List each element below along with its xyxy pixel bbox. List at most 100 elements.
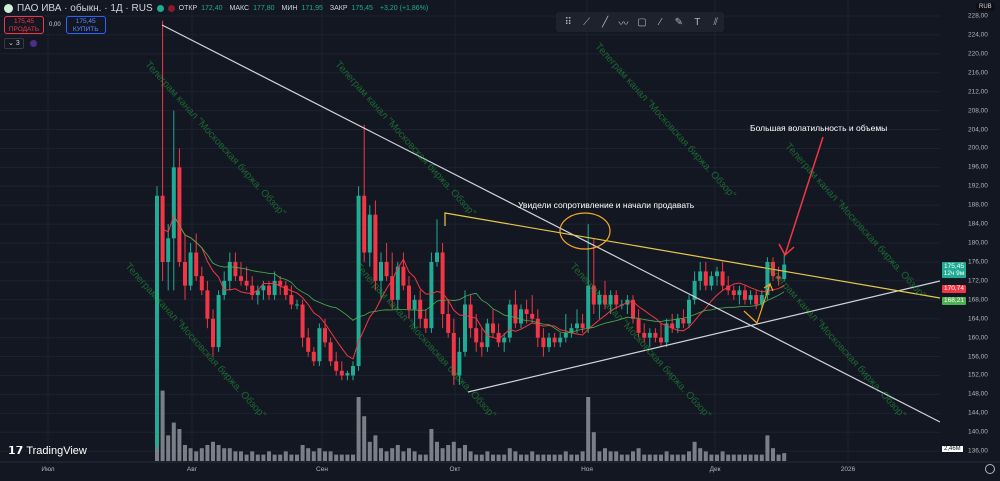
volume-bar	[754, 454, 759, 461]
volume-bar	[642, 454, 647, 461]
candle-body	[446, 313, 451, 333]
price-tick: 204,00	[968, 126, 988, 134]
symbol-title[interactable]: ПАО ИВА · обыкн. · 1Д · RUS	[17, 3, 153, 14]
ma-fast-tag: 170,74	[942, 285, 966, 293]
annotation-volatility[interactable]: Большая волатильность и объемы	[750, 123, 888, 133]
candle-body	[267, 285, 271, 296]
candle-body	[177, 167, 182, 262]
volume-bar	[334, 454, 339, 461]
sell-button[interactable]: 175,45 ПРОДАТЬ	[4, 16, 44, 34]
candle-body	[675, 318, 680, 329]
candle-body	[311, 351, 316, 362]
volume-bar	[698, 448, 703, 461]
resistance-line[interactable]	[444, 212, 941, 299]
candle-body	[737, 290, 742, 296]
candle-body	[188, 252, 193, 286]
volume-bar	[575, 454, 579, 461]
volume-bar	[731, 454, 736, 461]
candle-body	[720, 271, 725, 286]
resistance-circle[interactable]	[559, 212, 611, 250]
candle-body	[759, 295, 764, 305]
candle-body	[255, 290, 260, 296]
time-tick: Ноя	[581, 466, 593, 473]
red-arrow[interactable]	[778, 136, 824, 257]
currency-selector[interactable]: RUB	[976, 3, 995, 11]
volume-bar	[726, 454, 731, 461]
price-axis[interactable]: 228,00 224,00 220,00 216,00 212,00 208,00 204,…	[940, 0, 1000, 462]
volume-bar	[647, 454, 652, 461]
candle-body	[155, 195, 159, 447]
candle-body	[474, 328, 479, 343]
candle-body	[289, 295, 294, 305]
price-tick: 172,00	[968, 277, 988, 285]
time-tick: 2026	[840, 466, 856, 473]
path-icon[interactable]: 〰	[618, 18, 629, 30]
measure-icon[interactable]: ⫽	[713, 16, 718, 28]
candle-body	[183, 261, 187, 286]
price-tick: 184,00	[968, 220, 988, 228]
volume-bar	[703, 451, 708, 461]
price-tick: 140,00	[968, 428, 988, 436]
rectangle-icon[interactable]: ▢	[637, 16, 647, 28]
indicators-row: ⌄ 3	[4, 38, 37, 49]
candle-body	[429, 261, 434, 329]
volume-bar	[502, 454, 507, 461]
open-label: ОТКР	[178, 5, 198, 12]
tv-logo-icon: 𝟭𝟳	[8, 445, 24, 457]
volume-bar	[205, 445, 210, 461]
volume-bar	[614, 451, 619, 461]
settings-icon[interactable]	[985, 464, 995, 474]
annotation-resistance[interactable]: Увидели сопротивление и начали продавать	[518, 200, 695, 210]
volume-bar	[367, 441, 372, 461]
buy-label: КУПИТЬ	[72, 26, 99, 33]
candle-body	[519, 309, 523, 324]
volume-bar	[569, 454, 574, 461]
close-label: ЗАКР	[329, 5, 348, 12]
price-tick: 208,00	[968, 107, 988, 115]
candle-body	[171, 167, 176, 239]
spread: 0,00	[49, 22, 61, 28]
uptrend-line[interactable]	[467, 280, 941, 393]
volume-bar	[311, 451, 316, 461]
candle-body	[407, 285, 411, 310]
candle-body	[569, 328, 574, 333]
volume-bar	[429, 429, 434, 461]
tradingview-logo[interactable]: 𝟭𝟳 TradingView	[8, 444, 87, 458]
indicator-icon[interactable]	[29, 40, 37, 47]
volume-bar	[199, 448, 204, 461]
candle-body	[653, 332, 658, 338]
candle-body	[440, 252, 445, 314]
ray-icon[interactable]: ╱	[602, 16, 609, 28]
time-tick: Июл	[41, 466, 55, 473]
volume-bar	[748, 454, 753, 461]
volume-bar	[586, 397, 591, 461]
ma-fast-line	[162, 214, 785, 360]
candle-body	[647, 332, 652, 338]
candle-body	[227, 261, 232, 281]
downtrend-line[interactable]	[161, 24, 941, 423]
bar-countdown: 12ч 9м	[943, 270, 965, 277]
candle-body	[379, 261, 383, 281]
buy-button[interactable]: 175,45 КУПИТЬ	[65, 16, 106, 34]
highlighter-icon[interactable]: ⁄	[659, 16, 662, 28]
drag-handle-icon[interactable]: ⠿	[564, 16, 572, 28]
candle-body	[754, 295, 759, 305]
volume-bar	[552, 454, 557, 461]
candle-body	[580, 323, 585, 329]
volume-bar	[496, 454, 501, 461]
price-tick: 192,00	[968, 182, 988, 190]
volume-bar	[547, 454, 551, 461]
text-icon[interactable]: T	[694, 16, 701, 28]
change-value: +3,20 (+1,86%)	[379, 5, 429, 12]
trendline-icon[interactable]: ⟋	[583, 16, 591, 28]
volume-bar	[463, 445, 467, 461]
volume-bar	[535, 454, 540, 461]
candle-body	[166, 238, 171, 262]
orange-arrow[interactable]	[743, 282, 774, 325]
indicators-toggle[interactable]: ⌄ 3	[4, 38, 24, 49]
volume-bar	[300, 445, 305, 461]
volume-bar	[267, 451, 271, 461]
brush-icon[interactable]: ✎	[674, 16, 684, 28]
candle-body	[575, 323, 579, 329]
